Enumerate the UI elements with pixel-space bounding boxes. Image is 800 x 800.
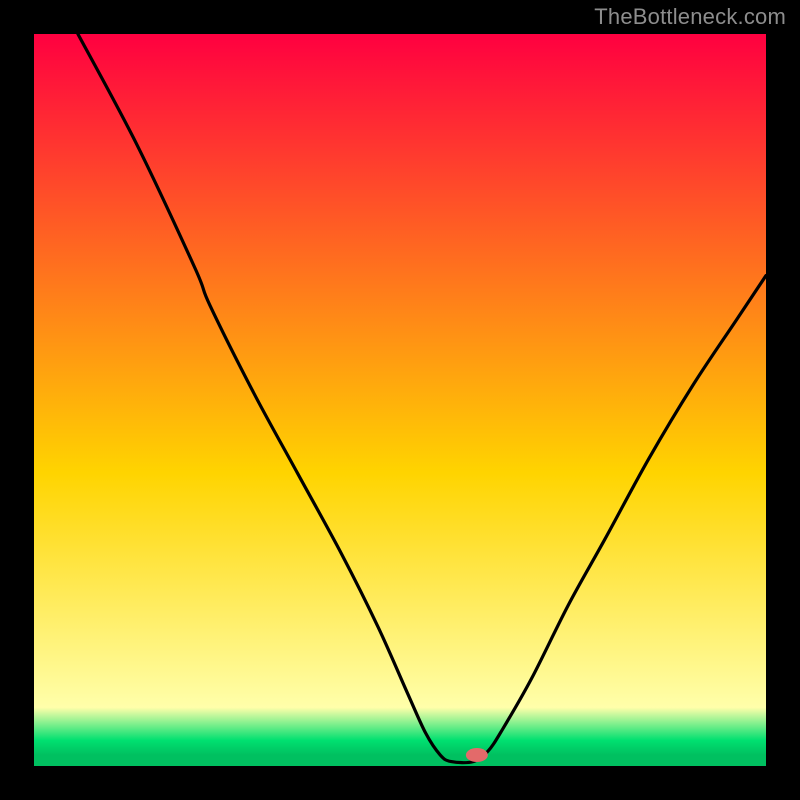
bottleneck-curve-plot [34, 34, 766, 766]
chart-stage: TheBottleneck.com [0, 0, 800, 800]
plot-area [34, 34, 766, 766]
watermark-text: TheBottleneck.com [594, 4, 786, 30]
optimal-point-marker [466, 748, 488, 762]
plot-background [34, 34, 766, 766]
